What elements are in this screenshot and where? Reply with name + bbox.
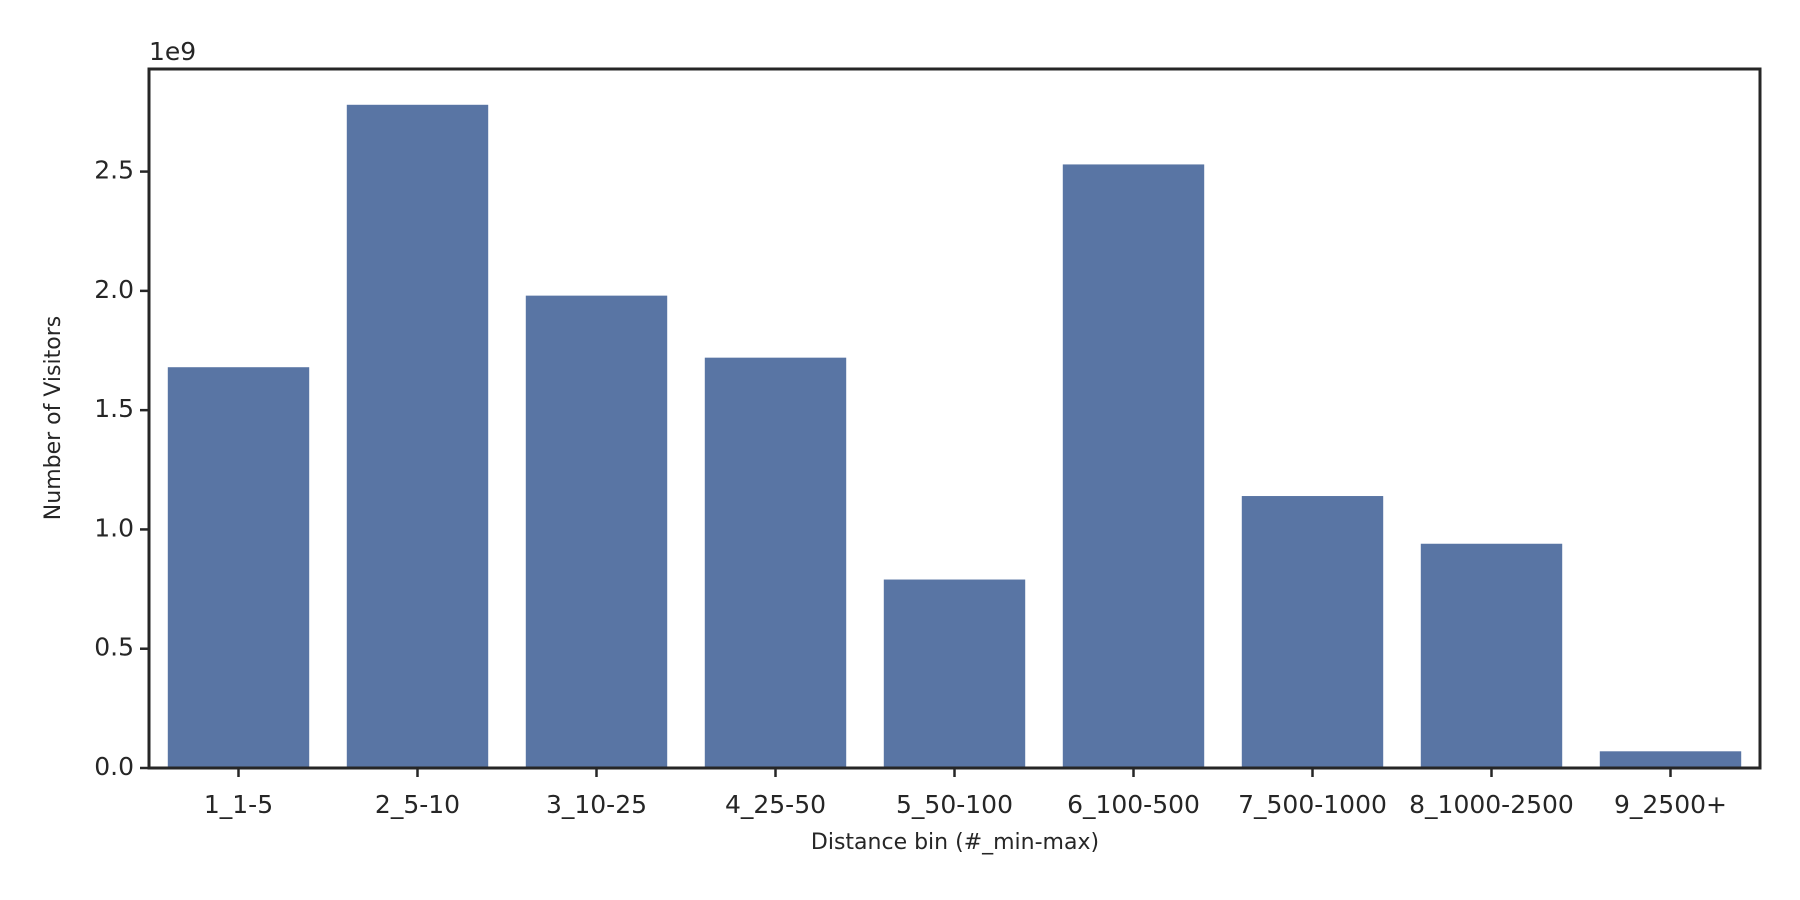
x-axis-label: Distance bin (#_min-max) [811,830,1099,855]
bar [704,357,847,768]
y-axis-label: Number of Visitors [41,316,66,520]
x-tick-label: 3_10-25 [546,790,647,819]
bar [1241,496,1384,768]
y-tick-label: 0.0 [94,752,134,781]
x-tick-label: 6_100-500 [1067,790,1200,819]
plot-frame [147,67,1762,770]
bar [883,579,1026,768]
y-tick-label: 1.5 [94,394,134,423]
x-tick-label: 4_25-50 [725,790,826,819]
x-tick-label: 9_2500+ [1614,790,1727,819]
bar [1062,164,1205,768]
y-offset-label: 1e9 [149,37,196,66]
y-tick-label: 2.5 [94,156,134,185]
x-tick-label: 7_500-1000 [1238,790,1387,819]
bar [1599,751,1742,768]
x-tick-label: 1_1-5 [204,790,273,819]
x-tick-label: 2_5-10 [375,790,460,819]
y-tick-label: 1.0 [94,513,134,542]
x-tick-label: 5_50-100 [896,790,1013,819]
bar [346,104,489,769]
bar [525,295,668,768]
bar [167,367,310,768]
y-tick-label: 2.0 [94,275,134,304]
x-tick-label: 8_1000-2500 [1409,790,1574,819]
y-tick-label: 0.5 [94,633,134,662]
bar [1420,543,1563,768]
